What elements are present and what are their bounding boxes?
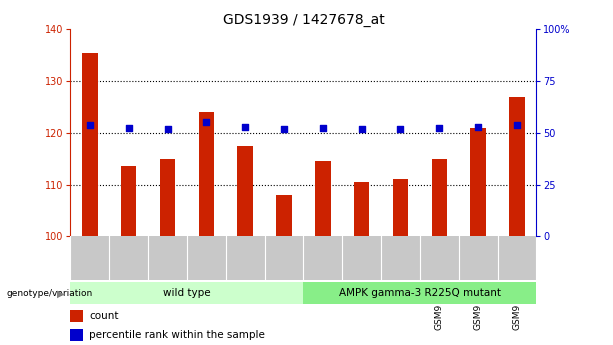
Bar [303,282,536,304]
Point [124,125,134,130]
Bar [70,329,83,341]
Bar [70,282,303,304]
Text: wild type: wild type [163,288,211,298]
Point [85,122,95,127]
Bar [315,161,330,236]
Bar [199,112,214,236]
Point [357,126,367,131]
Bar [82,52,97,236]
Point [473,124,483,129]
Bar [354,182,370,236]
Text: ▶: ▶ [57,289,64,299]
Bar [70,310,83,322]
Bar [237,146,253,236]
Text: AMPK gamma-3 R225Q mutant: AMPK gamma-3 R225Q mutant [339,288,501,298]
Point [395,126,405,131]
Point [512,122,522,127]
Point [279,126,289,131]
Point [162,126,172,131]
Title: GDS1939 / 1427678_at: GDS1939 / 1427678_at [223,13,384,27]
Text: percentile rank within the sample: percentile rank within the sample [89,330,265,340]
Bar [393,179,408,236]
Bar [276,195,292,236]
Bar [432,159,447,236]
Point [435,125,444,130]
Bar [160,159,175,236]
Text: genotype/variation: genotype/variation [6,289,93,298]
Point [202,120,211,125]
Bar [470,128,486,236]
Point [240,124,250,129]
Point [318,125,328,130]
Text: count: count [89,311,118,321]
Bar [509,97,525,236]
Bar [121,166,137,236]
